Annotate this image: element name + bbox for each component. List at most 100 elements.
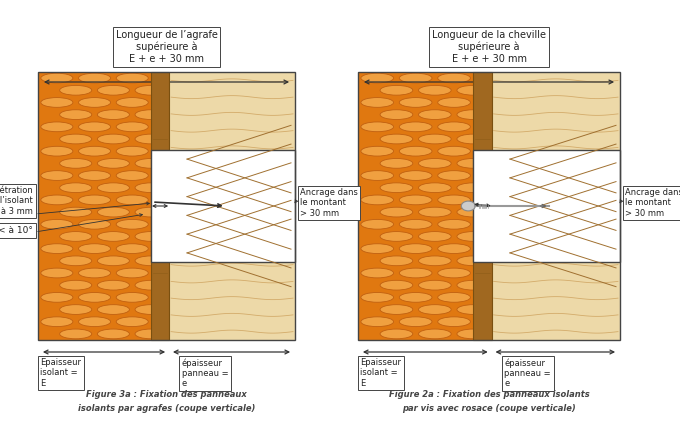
Ellipse shape [60,207,92,217]
Text: Figure 3a : Fixation des panneaux: Figure 3a : Fixation des panneaux [86,390,247,399]
Ellipse shape [78,98,111,107]
Ellipse shape [60,305,92,314]
Ellipse shape [97,134,129,144]
Ellipse shape [438,219,471,229]
Ellipse shape [97,207,129,217]
Ellipse shape [41,195,73,205]
Text: Ancrage dans
le montant
> 30 mm: Ancrage dans le montant > 30 mm [625,188,680,218]
Ellipse shape [457,85,490,95]
Ellipse shape [380,183,413,193]
Text: Epaisseur
isolant =
E: Epaisseur isolant = E [360,358,401,388]
Ellipse shape [135,329,167,339]
Ellipse shape [41,171,73,181]
Ellipse shape [116,73,148,83]
Ellipse shape [438,146,471,156]
Ellipse shape [116,244,148,253]
Ellipse shape [78,171,111,181]
Bar [492,72,620,340]
Ellipse shape [418,183,452,193]
Ellipse shape [41,293,73,302]
Text: épaisseur
panneau =
e: épaisseur panneau = e [182,358,228,388]
Ellipse shape [457,183,490,193]
Ellipse shape [457,280,490,290]
Ellipse shape [78,146,111,156]
Ellipse shape [135,280,167,290]
Ellipse shape [380,305,413,314]
Ellipse shape [418,231,452,241]
Text: isolants par agrafes (coupe verticale): isolants par agrafes (coupe verticale) [78,404,255,413]
Ellipse shape [399,146,432,156]
Ellipse shape [135,183,167,193]
Ellipse shape [41,122,73,132]
Bar [151,150,295,262]
Ellipse shape [78,317,111,326]
Ellipse shape [361,268,394,278]
Ellipse shape [60,329,92,339]
Text: < à 10°: < à 10° [0,226,33,235]
Ellipse shape [380,158,413,168]
Ellipse shape [116,98,148,107]
Ellipse shape [97,329,129,339]
Ellipse shape [135,231,167,241]
Ellipse shape [418,305,452,314]
Ellipse shape [399,268,432,278]
Ellipse shape [41,268,73,278]
Ellipse shape [97,183,129,193]
Ellipse shape [399,317,432,326]
Ellipse shape [438,268,471,278]
Ellipse shape [380,134,413,144]
Ellipse shape [41,317,73,326]
Ellipse shape [418,158,452,168]
Ellipse shape [60,110,92,120]
Ellipse shape [97,305,129,314]
Ellipse shape [399,293,432,302]
Ellipse shape [418,329,452,339]
Bar [169,72,295,340]
Ellipse shape [418,207,452,217]
Ellipse shape [418,134,452,144]
Ellipse shape [78,122,111,132]
Ellipse shape [78,244,111,253]
Bar [38,72,295,340]
Ellipse shape [116,171,148,181]
Ellipse shape [97,158,129,168]
Ellipse shape [438,171,471,181]
Ellipse shape [399,98,432,107]
Bar [358,72,620,340]
Ellipse shape [380,207,413,217]
Ellipse shape [97,231,129,241]
Ellipse shape [418,110,452,120]
Ellipse shape [116,268,148,278]
Ellipse shape [361,195,394,205]
Ellipse shape [116,317,148,326]
Ellipse shape [361,219,394,229]
Ellipse shape [78,293,111,302]
Ellipse shape [60,280,92,290]
Ellipse shape [361,317,394,326]
Ellipse shape [418,85,452,95]
Ellipse shape [361,171,394,181]
Ellipse shape [380,85,413,95]
Ellipse shape [135,158,167,168]
Bar [151,72,169,340]
Ellipse shape [380,110,413,120]
Ellipse shape [399,195,432,205]
Ellipse shape [457,158,490,168]
Ellipse shape [438,244,471,253]
Ellipse shape [457,305,490,314]
Ellipse shape [60,134,92,144]
Ellipse shape [438,317,471,326]
Ellipse shape [78,268,111,278]
Ellipse shape [60,231,92,241]
Ellipse shape [41,98,73,107]
Ellipse shape [97,256,129,266]
Ellipse shape [97,110,129,120]
Ellipse shape [116,219,148,229]
Ellipse shape [135,110,167,120]
Ellipse shape [438,293,471,302]
Ellipse shape [41,219,73,229]
Ellipse shape [380,280,413,290]
Text: Epaisseur
isolant =
E: Epaisseur isolant = E [40,358,81,388]
Ellipse shape [418,256,452,266]
Ellipse shape [438,73,471,83]
